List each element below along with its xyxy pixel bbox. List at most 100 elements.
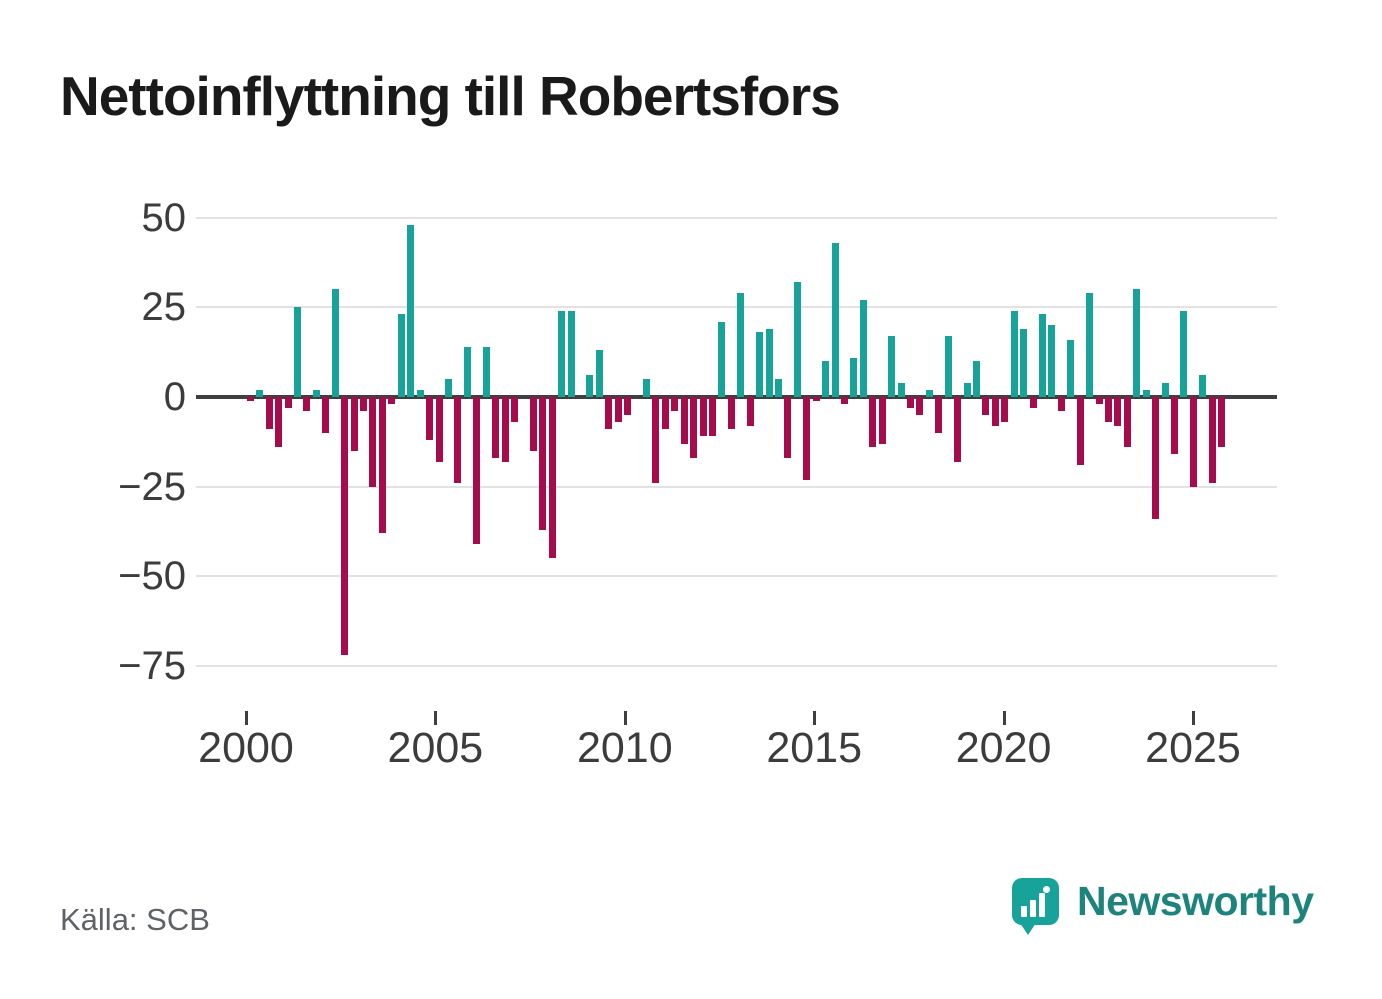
bar	[294, 307, 302, 397]
bar	[1171, 397, 1179, 455]
page-title: Nettoinflyttning till Robertsfors	[60, 65, 841, 127]
x-axis-tick-mark	[434, 711, 438, 725]
bar	[492, 397, 500, 458]
bar	[831, 242, 839, 397]
bar	[1189, 397, 1197, 487]
bar	[482, 346, 490, 397]
gridline	[196, 306, 1277, 309]
bar	[1010, 310, 1018, 397]
bar	[426, 397, 434, 441]
bar	[1057, 397, 1065, 412]
bar	[690, 397, 698, 458]
bar	[812, 397, 820, 401]
bar	[454, 397, 462, 484]
bar	[671, 397, 679, 412]
zero-axis-line	[196, 395, 1277, 399]
bar	[963, 382, 971, 397]
bar	[822, 361, 830, 397]
bar	[605, 397, 613, 430]
bar-chart-icon	[1021, 893, 1045, 917]
y-axis-tick-label: 50	[141, 195, 187, 240]
bar	[341, 397, 349, 656]
bar	[944, 336, 952, 397]
bar	[756, 332, 764, 397]
bar	[916, 397, 924, 415]
bar	[907, 397, 914, 408]
bar	[718, 321, 726, 397]
x-axis-tick-mark	[1192, 711, 1195, 725]
x-axis-tick-label: 2015	[766, 724, 863, 772]
bar	[888, 336, 896, 397]
x-axis-tick-label: 2005	[387, 724, 484, 772]
x-axis-tick-label: 2025	[1145, 724, 1241, 772]
bar	[1142, 389, 1150, 397]
bar	[397, 314, 405, 397]
bar	[435, 397, 443, 462]
y-axis-tick-label: 0	[163, 375, 186, 419]
bar	[1086, 292, 1094, 397]
bar	[312, 389, 320, 397]
bar	[803, 397, 811, 480]
badge-tail	[1020, 923, 1036, 935]
bar	[388, 397, 396, 405]
bar	[548, 397, 556, 559]
bar	[642, 379, 650, 397]
bar	[699, 397, 707, 437]
y-axis-tick-label: −75	[118, 644, 186, 689]
bar	[1105, 397, 1113, 423]
gridline	[196, 485, 1277, 488]
bar	[567, 310, 575, 397]
bar	[1218, 397, 1226, 448]
newsworthy-logo-icon	[1012, 878, 1059, 935]
bar	[859, 300, 867, 397]
bar	[708, 397, 716, 437]
bar	[322, 397, 330, 433]
bar	[369, 397, 377, 487]
bar	[1152, 397, 1160, 519]
y-axis-tick-label: −50	[118, 554, 186, 599]
bar	[473, 397, 481, 545]
bar	[840, 397, 848, 405]
bar	[991, 397, 999, 426]
bar	[954, 397, 962, 462]
bar	[1199, 375, 1207, 397]
bar	[529, 397, 537, 451]
bar	[1048, 325, 1056, 397]
bar	[661, 397, 669, 430]
bar	[774, 379, 782, 397]
bar	[1123, 397, 1131, 448]
bar	[595, 350, 603, 397]
bar	[501, 397, 509, 462]
bar	[303, 397, 311, 412]
bar	[1180, 310, 1188, 397]
bar	[360, 397, 368, 412]
bar	[878, 397, 886, 444]
x-axis-tick-mark	[813, 711, 817, 725]
bar	[652, 397, 660, 484]
bar	[982, 397, 990, 415]
bar	[1133, 289, 1141, 397]
bar	[284, 397, 292, 408]
bar	[586, 375, 594, 397]
y-axis-tick-label: −25	[118, 464, 186, 509]
bar	[539, 397, 547, 530]
bar	[737, 292, 745, 397]
bar	[850, 357, 858, 397]
bar	[765, 328, 773, 397]
bar	[1020, 328, 1028, 397]
bar	[1076, 397, 1084, 466]
x-axis-tick-label: 2020	[955, 724, 1052, 772]
bar	[350, 397, 358, 451]
x-axis-tick-mark	[623, 711, 627, 725]
bar	[265, 397, 273, 430]
bar	[680, 397, 688, 444]
bar	[746, 397, 754, 426]
bar	[1114, 397, 1122, 426]
bar	[510, 397, 518, 423]
bar	[1161, 382, 1169, 397]
gridline	[196, 575, 1277, 578]
bar	[1029, 397, 1037, 408]
bar	[935, 397, 943, 433]
gridline	[196, 665, 1277, 668]
